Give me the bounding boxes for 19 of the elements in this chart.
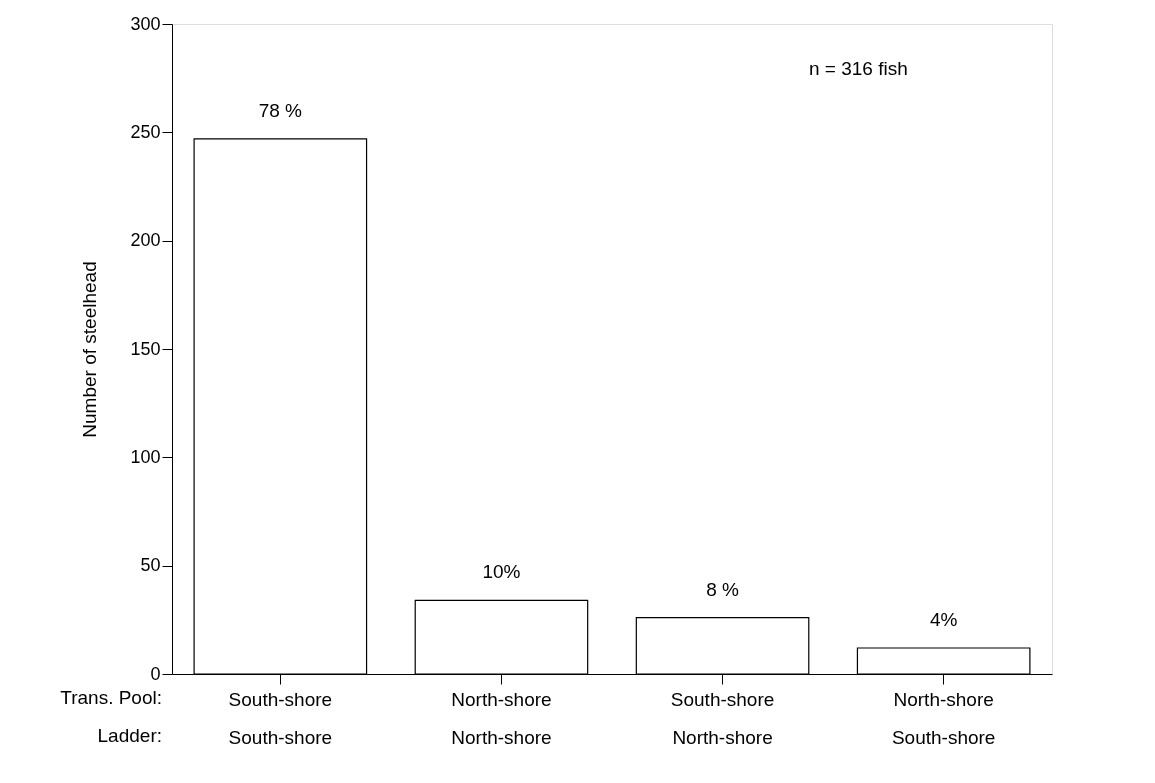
annotation: 4% (929, 609, 958, 630)
y-axis-title: Number of steelhead (79, 261, 101, 438)
text: Trans. Pool: (60, 687, 162, 708)
x-tick-label: North-shore South-shore (891, 688, 996, 748)
x-tick-label: South-shore North-shore (670, 688, 775, 748)
y-tick-label: 100 (130, 446, 161, 467)
annotation: 78 % (258, 99, 303, 121)
annotation: 8 % (706, 578, 740, 600)
annotation: 10% (482, 561, 521, 583)
text: Ladder: (97, 725, 162, 746)
y-tick-label: 300 (130, 13, 161, 34)
y-tick-label: 50 (140, 555, 161, 576)
y-tick-label: 150 (130, 338, 161, 359)
y-tick-label: 250 (130, 121, 161, 142)
annotation: n = 316 fish (809, 58, 908, 79)
y-tick-label: 200 (130, 230, 161, 251)
x-tick-label: South-shore South-shore (228, 688, 333, 748)
y-tick-label: 0 (150, 663, 161, 684)
x-tick-label: North-shore North-shore (451, 688, 552, 748)
